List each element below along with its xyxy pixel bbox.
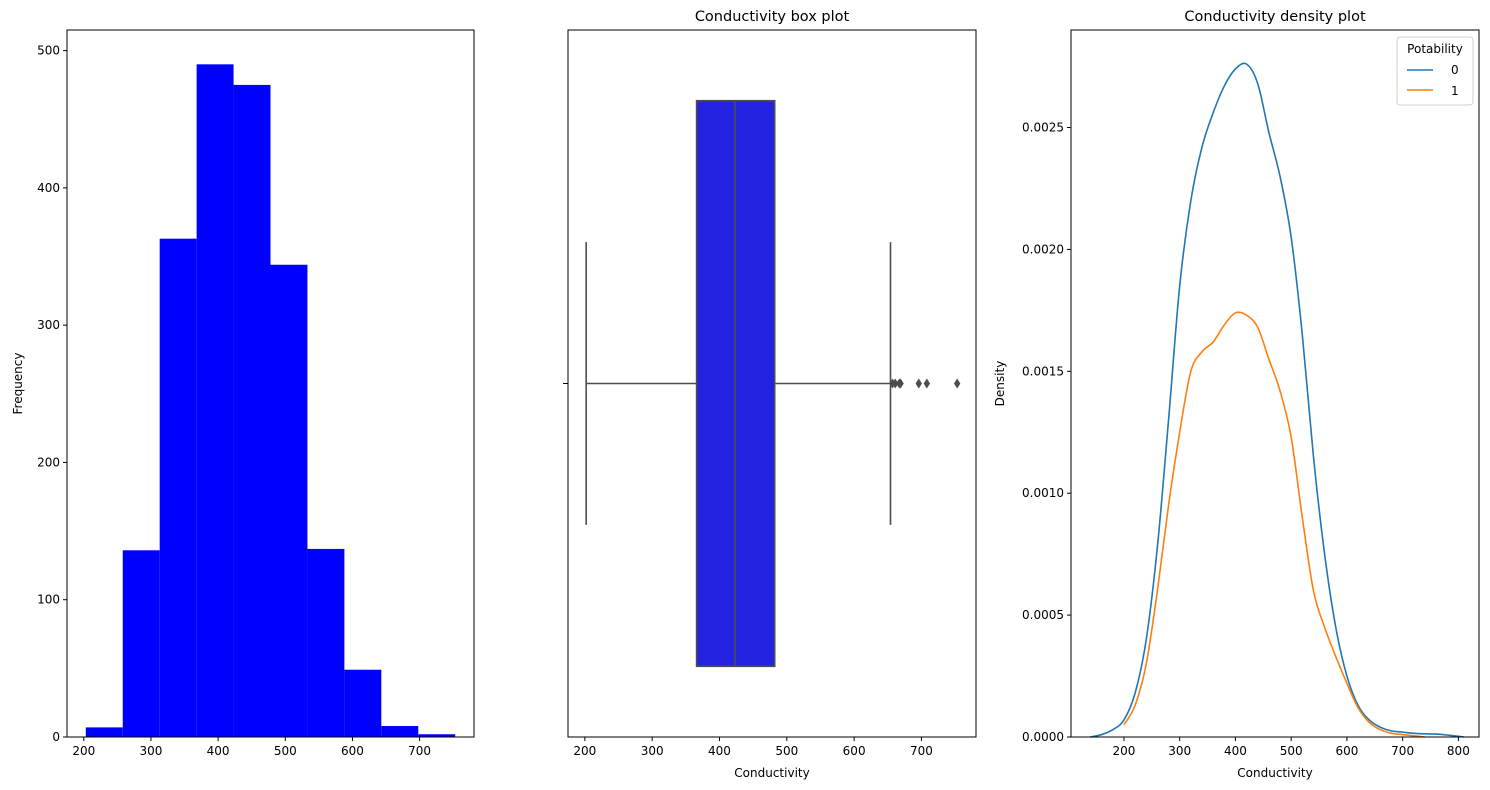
histogram-bar xyxy=(381,726,419,737)
x-tick-label: 700 xyxy=(910,744,933,758)
density-x-ticks: 200 300 400 500 600 700 800 xyxy=(1112,737,1470,758)
x-tick-label: 700 xyxy=(1391,744,1414,758)
x-tick-label: 500 xyxy=(1280,744,1303,758)
box-plot-title: Conductivity box plot xyxy=(695,9,850,25)
y-tick-label: 400 xyxy=(37,181,60,195)
density-lines xyxy=(1090,62,1465,738)
x-tick-label: 400 xyxy=(708,744,731,758)
x-tick-label: 200 xyxy=(573,744,596,758)
box-outlier xyxy=(892,378,899,389)
x-tick-label: 300 xyxy=(139,744,162,758)
histogram-y-label: Frequency xyxy=(11,353,25,415)
density-line-0 xyxy=(1090,62,1465,738)
box-plot-marks xyxy=(585,99,961,668)
x-tick-label: 800 xyxy=(1447,744,1470,758)
density-y-label: Density xyxy=(993,361,1007,407)
x-tick-label: 200 xyxy=(1112,744,1135,758)
density-frame xyxy=(1070,29,1480,738)
box-plot-x-ticks: 200 300 400 500 600 700 xyxy=(573,737,933,758)
x-tick-label: 600 xyxy=(843,744,866,758)
histogram-frame xyxy=(66,29,475,738)
box-plot-panel: 200 300 400 500 600 700 Conductivity box plot… xyxy=(563,9,977,780)
x-tick-label: 700 xyxy=(408,744,431,758)
histogram-bar xyxy=(344,669,382,737)
y-tick-label: 200 xyxy=(37,455,60,469)
y-tick-label: 100 xyxy=(37,593,60,607)
density-x-label: Conductivity xyxy=(1237,766,1312,780)
y-tick-label: 0.0000 xyxy=(1022,730,1064,744)
y-tick-label: 0.0015 xyxy=(1022,364,1064,378)
x-tick-label: 500 xyxy=(775,744,798,758)
box-plot-x-label: Conductivity xyxy=(734,766,809,780)
legend-title: Potability xyxy=(1407,42,1463,56)
y-tick-label: 0 xyxy=(52,730,60,744)
legend-box xyxy=(1396,36,1474,106)
box-outlier xyxy=(923,378,931,389)
y-tick-label: 0.0010 xyxy=(1022,486,1064,500)
x-tick-label: 200 xyxy=(72,744,95,758)
histogram-bar xyxy=(196,64,234,738)
histogram-bar xyxy=(85,727,123,737)
x-tick-label: 500 xyxy=(274,744,297,758)
x-tick-label: 600 xyxy=(1335,744,1358,758)
x-tick-label: 600 xyxy=(341,744,364,758)
y-tick-label: 0.0005 xyxy=(1022,608,1064,622)
histogram-bar xyxy=(233,84,271,738)
histogram-bar xyxy=(270,264,308,737)
x-tick-label: 300 xyxy=(1168,744,1191,758)
histogram-bar xyxy=(418,734,456,737)
density-y-ticks: 0.0000 0.0005 0.0010 0.0015 0.0020 0.0025 xyxy=(1022,121,1071,744)
histogram-bars xyxy=(85,64,456,738)
x-tick-label: 400 xyxy=(207,744,230,758)
legend-label-0: 0 xyxy=(1451,63,1459,77)
histogram-x-ticks: 200 300 400 500 600 700 xyxy=(72,737,431,758)
histogram-bar xyxy=(307,548,345,737)
histogram-panel: 200 300 400 500 600 700 0 100 200 300 400 500 Freq… xyxy=(11,29,475,758)
histogram-bar xyxy=(122,550,160,737)
y-tick-label: 300 xyxy=(37,318,60,332)
x-tick-label: 400 xyxy=(1224,744,1247,758)
histogram-y-ticks: 0 100 200 300 400 500 xyxy=(37,44,67,744)
box-outlier xyxy=(915,378,922,389)
histogram-bar xyxy=(159,238,197,737)
density-title: Conductivity density plot xyxy=(1184,9,1366,25)
y-tick-label: 0.0025 xyxy=(1022,121,1064,135)
x-tick-label: 300 xyxy=(641,744,664,758)
box-outlier xyxy=(897,378,904,389)
density-line-1 xyxy=(1123,311,1426,738)
y-tick-label: 0.0020 xyxy=(1022,242,1064,256)
legend-label-1: 1 xyxy=(1451,84,1459,98)
legend: Potability 0 1 xyxy=(1396,36,1474,106)
density-panel: 200 300 400 500 600 700 800 0.0000 0.0005 0.0010… xyxy=(993,9,1480,780)
box-outlier xyxy=(953,378,961,389)
y-tick-label: 500 xyxy=(37,44,60,58)
